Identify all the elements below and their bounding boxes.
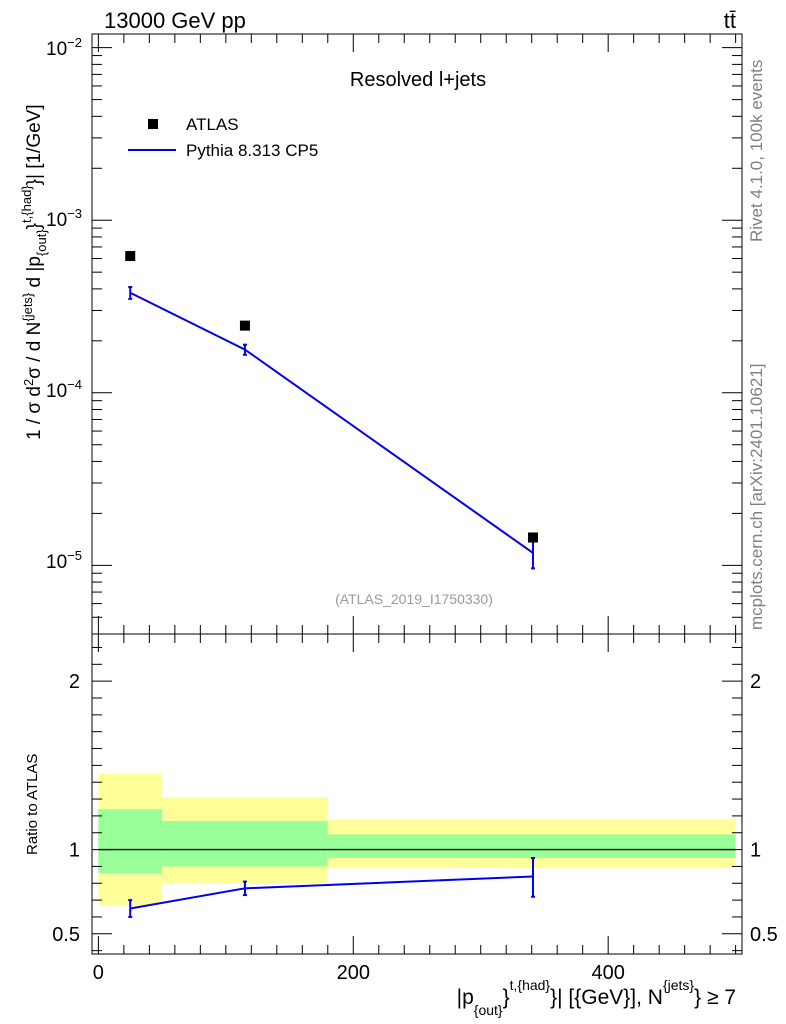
legend: ATLAS Pythia 8.313 CP5	[128, 115, 318, 160]
ytick-label-1e-2: 10−2	[46, 35, 82, 60]
ratio-ytick-label: 1	[69, 840, 80, 862]
ratio-ticks	[92, 634, 742, 954]
ratio-ylabel: Ratio to ATLAS	[24, 754, 41, 855]
ratio-band-green	[98, 809, 163, 874]
pythia-line	[129, 291, 534, 554]
ratio-xtick-label: 0	[93, 962, 104, 984]
ratio-xtick-labels: 0 200 400	[93, 962, 625, 984]
atlas-point	[125, 251, 136, 262]
atlas-point	[239, 320, 250, 331]
ytick-label-1e-4: 10−4	[46, 377, 82, 402]
ratio-frame	[91, 633, 743, 955]
main-ylabel: 1 / σ d2σ / d N{jets} d |p{out}}t,{had}}…	[19, 104, 49, 440]
main-data-layer	[125, 251, 538, 570]
ratio-xtick-label: 200	[337, 962, 370, 984]
main-ticks	[92, 34, 742, 635]
ratio-ytick-label: 0.5	[52, 924, 80, 946]
header-process-label: tt̄	[724, 8, 736, 33]
ratio-band-green	[162, 820, 328, 867]
analysis-label: (ATLAS_2019_I1750330)	[335, 591, 493, 607]
legend-atlas-marker	[148, 119, 158, 129]
main-title: Resolved l+jets	[350, 69, 486, 91]
ratio-band-green	[327, 834, 736, 858]
ratio-ytick-labels: 0.5 0.5 1 1 2 2	[52, 671, 778, 946]
ratio-ytick-label-right: 1	[750, 840, 761, 862]
main-ytick-labels: 10−5 10−4 10−3 10−2	[46, 35, 82, 573]
side-label-mcplots: mcplots.cern.ch [arXiv:2401.10621]	[747, 364, 766, 630]
legend-pythia-label: Pythia 8.313 CP5	[186, 141, 318, 160]
legend-atlas-label: ATLAS	[186, 115, 239, 134]
ratio-ytick-label-right: 0.5	[750, 924, 778, 946]
atlas-point	[527, 532, 538, 543]
main-panel: Resolved l+jets (ATLAS_2019_I1750330) 1 …	[19, 33, 743, 635]
ytick-label-1e-3: 10−3	[46, 206, 82, 231]
ratio-data-layer	[98, 848, 736, 918]
ratio-xtick-label: 400	[591, 962, 624, 984]
ratio-ytick-label-right: 2	[750, 671, 761, 693]
ratio-ytick-label: 2	[69, 671, 80, 693]
ratio-panel: 0.5 0.51 12 2 0 200 400 Ratio to ATLAS |p{out…	[24, 633, 778, 1018]
ytick-label-1e-5: 10−5	[46, 548, 82, 573]
side-label-rivet: Rivet 4.1.0, 100k events	[747, 60, 766, 242]
ratio-bands	[98, 773, 736, 906]
header-energy-label: 13000 GeV pp	[104, 8, 246, 33]
